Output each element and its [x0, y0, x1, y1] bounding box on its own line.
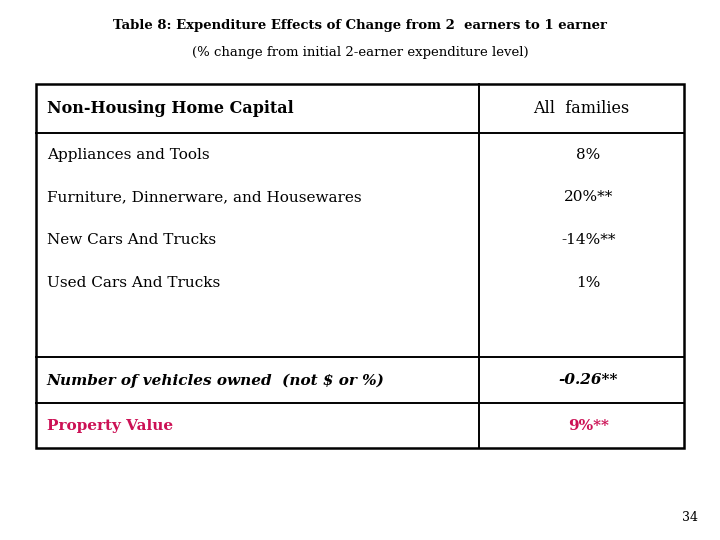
- Text: Used Cars And Trucks: Used Cars And Trucks: [47, 276, 220, 289]
- Text: Table 8: Expenditure Effects of Change from 2  earners to 1 earner: Table 8: Expenditure Effects of Change f…: [113, 19, 607, 32]
- Text: 34: 34: [683, 511, 698, 524]
- Text: (% change from initial 2-earner expenditure level): (% change from initial 2-earner expendit…: [192, 46, 528, 59]
- Text: Property Value: Property Value: [47, 418, 173, 433]
- Text: 9%**: 9%**: [568, 418, 609, 433]
- Text: -14%**: -14%**: [562, 233, 616, 247]
- Text: Number of vehicles owned  (not $ or %): Number of vehicles owned (not $ or %): [47, 373, 384, 388]
- Text: 20%**: 20%**: [564, 191, 613, 204]
- Text: -0.26**: -0.26**: [559, 374, 618, 387]
- Text: New Cars And Trucks: New Cars And Trucks: [47, 233, 216, 247]
- Text: 1%: 1%: [577, 276, 600, 289]
- Text: 8%: 8%: [577, 148, 600, 161]
- Text: Appliances and Tools: Appliances and Tools: [47, 148, 210, 161]
- Text: Non-Housing Home Capital: Non-Housing Home Capital: [47, 100, 294, 117]
- Text: All  families: All families: [534, 100, 629, 117]
- Text: Furniture, Dinnerware, and Housewares: Furniture, Dinnerware, and Housewares: [47, 191, 361, 204]
